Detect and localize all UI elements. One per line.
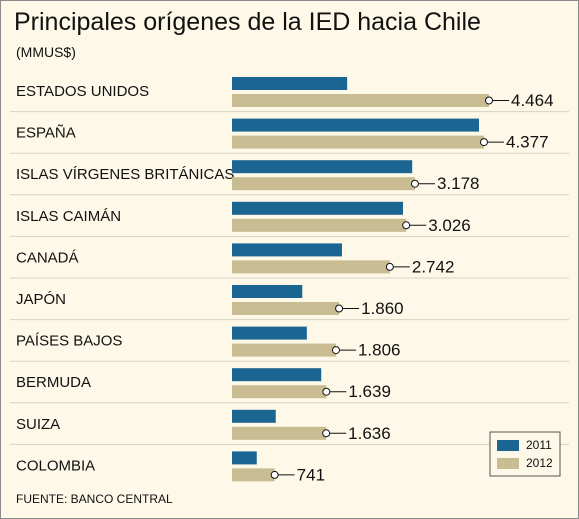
legend-swatch	[497, 458, 519, 469]
bar	[232, 302, 340, 315]
label-dot	[322, 429, 331, 438]
bar	[232, 160, 413, 174]
legend-label: 2011	[526, 438, 552, 452]
bar	[232, 326, 307, 340]
category-label: CANADÁ	[16, 249, 79, 266]
bar	[232, 94, 489, 107]
value-label: 1.806	[358, 341, 401, 360]
bar	[232, 343, 336, 357]
chart-subtitle: (MMUS$)	[16, 44, 76, 60]
bar	[232, 468, 275, 482]
category-label: JAPÓN	[16, 291, 66, 308]
chart-title: Principales orígenes de la IED hacia Chi…	[14, 8, 481, 36]
label-dot	[270, 470, 279, 479]
bar	[232, 285, 303, 298]
label-dot	[322, 387, 331, 396]
legend-label: 2012	[526, 456, 553, 470]
category-label: SUIZA	[16, 416, 60, 433]
value-label: 2.742	[412, 257, 455, 276]
bar	[232, 243, 342, 257]
label-dot	[331, 346, 340, 355]
category-label: PAÍSES BAJOS	[16, 333, 122, 350]
bar	[232, 368, 322, 382]
bar	[232, 118, 479, 132]
label-dot	[410, 179, 419, 188]
source: FUENTE: BANCO CENTRAL	[16, 492, 173, 506]
bar	[232, 409, 276, 423]
value-label: 1.639	[348, 382, 391, 401]
value-label: 3.026	[428, 216, 471, 235]
value-label: 4.464	[511, 91, 554, 110]
value-label: 3.178	[437, 174, 480, 193]
category-label: ISLAS CAIMÁN	[16, 208, 121, 225]
category-label: ISLAS VÍRGENES BRITÁNICAS	[16, 166, 234, 183]
label-dot	[479, 138, 488, 147]
label-dot	[385, 262, 394, 271]
value-label: 4.377	[506, 133, 549, 152]
bar	[232, 77, 348, 90]
label-dot	[485, 96, 493, 105]
bar	[232, 177, 415, 191]
category-label: ESPAÑA	[16, 125, 76, 142]
bar	[232, 218, 407, 232]
label-dot	[335, 304, 344, 313]
bar	[232, 426, 327, 440]
bar	[232, 451, 257, 465]
category-label: COLOMBIA	[16, 457, 95, 474]
value-label: 741	[297, 465, 325, 484]
value-label: 1.860	[361, 299, 404, 318]
category-label: ESTADOS UNIDOS	[16, 83, 149, 100]
legend-swatch	[497, 440, 519, 451]
value-label: 1.636	[348, 424, 391, 443]
label-dot	[402, 221, 411, 230]
bar	[232, 385, 327, 399]
category-label: BERMUDA	[16, 374, 91, 391]
bar	[232, 135, 484, 149]
bar	[232, 260, 390, 274]
bar	[232, 201, 403, 215]
